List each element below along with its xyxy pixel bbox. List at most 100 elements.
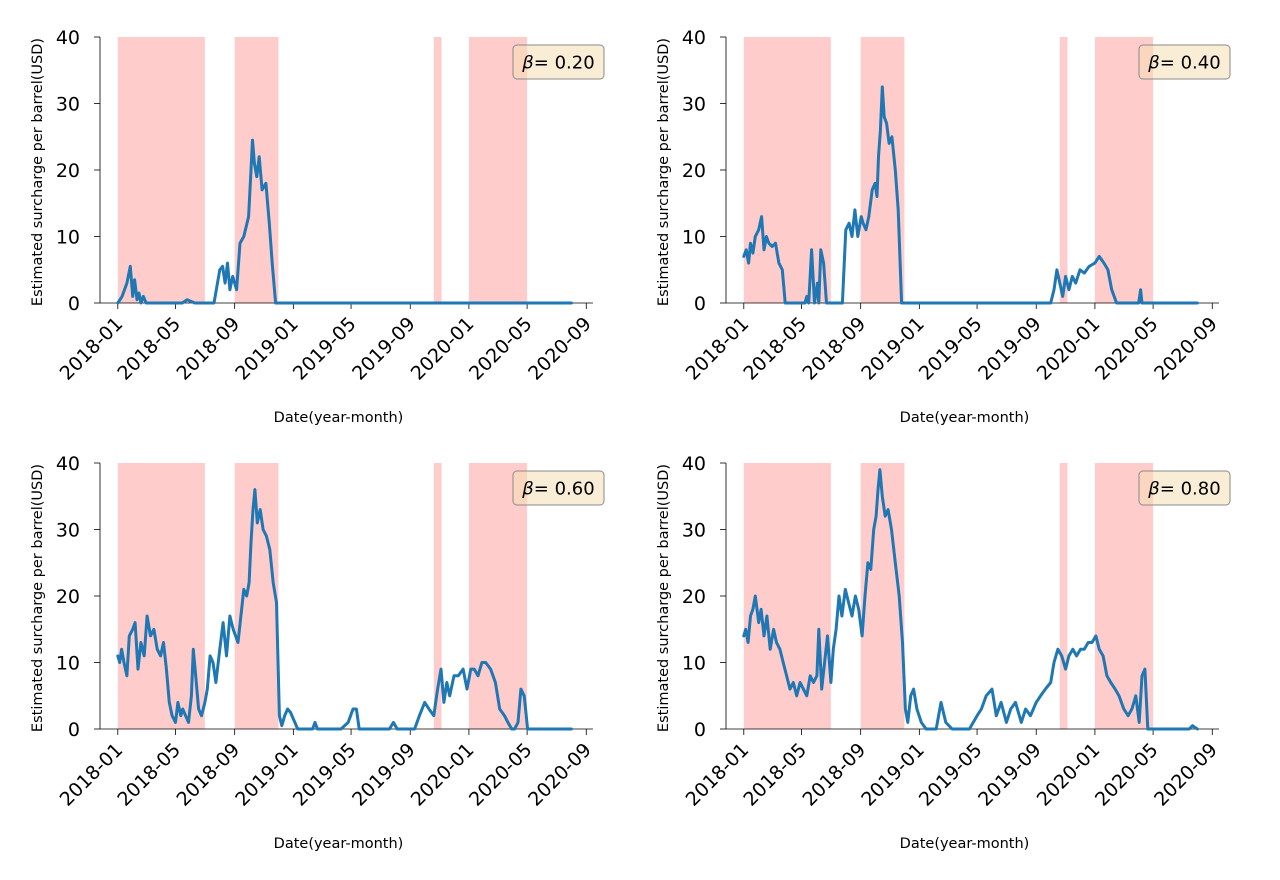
shaded-period — [743, 37, 831, 303]
chart-panel: 0102030402018-012018-052018-092019-01201… — [30, 27, 605, 426]
x-tick-label: 2019-09 — [348, 313, 420, 385]
shaded-period — [117, 463, 205, 729]
series-line — [116, 138, 573, 305]
shaded-period — [433, 37, 442, 303]
x-tick-label: 2020-09 — [524, 739, 596, 811]
shaded-period — [860, 37, 905, 303]
y-tick-label: 10 — [56, 227, 80, 249]
x-tick-label: 2019-09 — [974, 739, 1046, 811]
x-tick-label: 2019-09 — [974, 313, 1046, 385]
beta-symbol: β — [521, 479, 534, 500]
beta-annotation: β= 0.20 — [521, 53, 594, 74]
x-tick-label: 2020-05 — [1091, 739, 1163, 811]
y-axis-label: Estimated surcharge per barrel(USD) — [30, 464, 46, 732]
y-tick-label: 30 — [682, 520, 706, 542]
x-tick-label: 2018-09 — [799, 739, 871, 811]
y-tick-label: 30 — [56, 94, 80, 116]
shaded-period — [1094, 463, 1154, 729]
x-tick-label: 2019-05 — [289, 739, 361, 811]
x-tick-label: 2018-09 — [173, 313, 245, 385]
y-tick-label: 40 — [682, 27, 706, 49]
x-tick-label: 2020-01 — [407, 313, 479, 385]
x-tick-label: 2020-01 — [1033, 313, 1105, 385]
shaded-period — [1059, 37, 1068, 303]
y-axis-label: Estimated surcharge per barrel(USD) — [656, 38, 672, 306]
shaded-period — [1059, 463, 1068, 729]
x-tick-label: 2019-09 — [348, 739, 420, 811]
beta-annotation: β= 0.80 — [1147, 479, 1220, 500]
x-tick-label: 2019-05 — [915, 313, 987, 385]
x-tick-label: 2019-05 — [289, 313, 361, 385]
y-tick-label: 0 — [694, 719, 706, 741]
y-axis-label: Estimated surcharge per barrel(USD) — [656, 464, 672, 732]
x-axis-label: Date(year-month) — [274, 410, 404, 426]
beta-symbol: β — [521, 53, 534, 74]
y-tick-label: 40 — [56, 453, 80, 475]
shaded-period — [117, 37, 205, 303]
y-tick-label: 40 — [682, 453, 706, 475]
x-tick-label: 2018-05 — [113, 739, 185, 811]
x-tick-label: 2020-01 — [407, 739, 479, 811]
shaded-period — [468, 463, 528, 729]
x-tick-label: 2018-01 — [682, 739, 754, 811]
x-axis-label: Date(year-month) — [274, 836, 404, 852]
x-tick-label: 2019-01 — [231, 739, 303, 811]
y-tick-label: 10 — [682, 653, 706, 675]
beta-value: = 0.40 — [1160, 53, 1221, 74]
beta-annotation: β= 0.40 — [1147, 53, 1220, 74]
x-tick-label: 2018-05 — [113, 313, 185, 385]
beta-badge — [1138, 44, 1231, 80]
y-tick-label: 10 — [56, 653, 80, 675]
x-tick-label: 2018-09 — [173, 739, 245, 811]
y-axis-label: Estimated surcharge per barrel(USD) — [30, 38, 46, 306]
x-tick-label: 2020-09 — [524, 313, 596, 385]
y-tick-label: 30 — [56, 520, 80, 542]
x-tick-label: 2019-01 — [231, 313, 303, 385]
y-tick-label: 10 — [682, 227, 706, 249]
x-axis-label: Date(year-month) — [900, 410, 1030, 426]
beta-value: = 0.20 — [534, 53, 595, 74]
y-tick-label: 30 — [682, 94, 706, 116]
series-line — [116, 488, 573, 731]
x-tick-label: 2018-05 — [739, 739, 811, 811]
x-tick-label: 2020-05 — [465, 739, 537, 811]
beta-symbol: β — [1147, 53, 1160, 74]
y-tick-label: 0 — [68, 719, 80, 741]
y-tick-label: 0 — [68, 293, 80, 315]
x-tick-label: 2019-01 — [857, 313, 929, 385]
x-tick-label: 2020-01 — [1033, 739, 1105, 811]
x-tick-label: 2019-01 — [857, 739, 929, 811]
chart-panel: 0102030402018-012018-052018-092019-01201… — [30, 453, 605, 852]
y-tick-label: 40 — [56, 27, 80, 49]
x-tick-label: 2018-01 — [682, 313, 754, 385]
shaded-period — [743, 463, 831, 729]
x-tick-label: 2018-01 — [56, 739, 128, 811]
beta-badge — [512, 44, 605, 80]
y-tick-label: 20 — [56, 160, 80, 182]
x-tick-label: 2020-05 — [465, 313, 537, 385]
beta-value: = 0.60 — [534, 479, 595, 500]
x-tick-label: 2018-09 — [799, 313, 871, 385]
x-tick-label: 2020-05 — [1091, 313, 1163, 385]
x-tick-label: 2020-09 — [1150, 739, 1222, 811]
shaded-period — [433, 463, 442, 729]
chart-panel: 0102030402018-012018-052018-092019-01201… — [656, 453, 1231, 852]
y-tick-label: 20 — [682, 586, 706, 608]
x-tick-label: 2018-05 — [739, 313, 811, 385]
beta-annotation: β= 0.60 — [521, 479, 594, 500]
x-tick-label: 2020-09 — [1150, 313, 1222, 385]
y-tick-label: 20 — [56, 586, 80, 608]
beta-badge — [512, 470, 605, 506]
beta-badge — [1138, 470, 1231, 506]
series-line — [742, 468, 1199, 731]
beta-symbol: β — [1147, 479, 1160, 500]
beta-value: = 0.80 — [1160, 479, 1221, 500]
x-axis-label: Date(year-month) — [900, 836, 1030, 852]
shaded-period — [1094, 37, 1154, 303]
series-line — [742, 85, 1199, 305]
x-tick-label: 2018-01 — [56, 313, 128, 385]
y-tick-label: 0 — [694, 293, 706, 315]
x-tick-label: 2019-05 — [915, 739, 987, 811]
y-tick-label: 20 — [682, 160, 706, 182]
